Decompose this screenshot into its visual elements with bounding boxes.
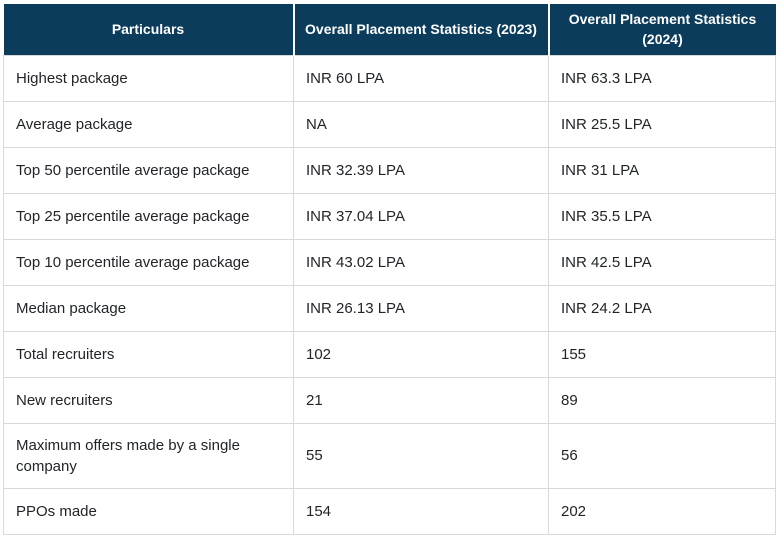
cell-stat-2024: 89 <box>548 376 776 424</box>
table-row: Maximum offers made by a single company … <box>3 422 776 489</box>
cell-stat-2023: INR 26.13 LPA <box>293 284 549 332</box>
header-row: Particulars Overall Placement Statistics… <box>3 4 776 56</box>
table-row: Top 25 percentile average package INR 37… <box>3 192 776 240</box>
cell-stat-2023: INR 43.02 LPA <box>293 238 549 286</box>
table-row: PPOs made 154 202 <box>3 487 776 535</box>
cell-stat-2024: 155 <box>548 330 776 378</box>
table-row: Median package INR 26.13 LPA INR 24.2 LP… <box>3 284 776 332</box>
cell-particulars: Median package <box>3 284 294 332</box>
column-header-statistics-2023: Overall Placement Statistics (2023) <box>292 4 549 56</box>
cell-particulars: Average package <box>3 100 294 148</box>
cell-particulars: Highest package <box>3 54 294 102</box>
cell-particulars: Maximum offers made by a single company <box>3 422 294 489</box>
cell-particulars: Top 50 percentile average package <box>3 146 294 194</box>
cell-stat-2024: INR 24.2 LPA <box>548 284 776 332</box>
cell-particulars: Top 10 percentile average package <box>3 238 294 286</box>
cell-stat-2024: INR 25.5 LPA <box>548 100 776 148</box>
cell-stat-2023: NA <box>293 100 549 148</box>
column-header-statistics-2024: Overall Placement Statistics (2024) <box>547 4 776 56</box>
cell-stat-2024: 202 <box>548 487 776 535</box>
cell-particulars: New recruiters <box>3 376 294 424</box>
table-row: Average package NA INR 25.5 LPA <box>3 100 776 148</box>
cell-particulars: Top 25 percentile average package <box>3 192 294 240</box>
cell-stat-2024: 56 <box>548 422 776 489</box>
cell-stat-2023: INR 32.39 LPA <box>293 146 549 194</box>
table-row: Top 10 percentile average package INR 43… <box>3 238 776 286</box>
table-row: New recruiters 21 89 <box>3 376 776 424</box>
placement-statistics-table: Particulars Overall Placement Statistics… <box>3 4 776 535</box>
table-row: Top 50 percentile average package INR 32… <box>3 146 776 194</box>
cell-stat-2024: INR 42.5 LPA <box>548 238 776 286</box>
cell-stat-2024: INR 63.3 LPA <box>548 54 776 102</box>
cell-particulars: Total recruiters <box>3 330 294 378</box>
cell-stat-2023: INR 37.04 LPA <box>293 192 549 240</box>
cell-stat-2023: 55 <box>293 422 549 489</box>
cell-stat-2023: 154 <box>293 487 549 535</box>
cell-stat-2023: 21 <box>293 376 549 424</box>
column-header-particulars: Particulars <box>3 4 294 56</box>
table-row: Total recruiters 102 155 <box>3 330 776 378</box>
cell-stat-2023: INR 60 LPA <box>293 54 549 102</box>
cell-particulars: PPOs made <box>3 487 294 535</box>
cell-stat-2023: 102 <box>293 330 549 378</box>
cell-stat-2024: INR 31 LPA <box>548 146 776 194</box>
cell-stat-2024: INR 35.5 LPA <box>548 192 776 240</box>
table-row: Highest package INR 60 LPA INR 63.3 LPA <box>3 54 776 102</box>
